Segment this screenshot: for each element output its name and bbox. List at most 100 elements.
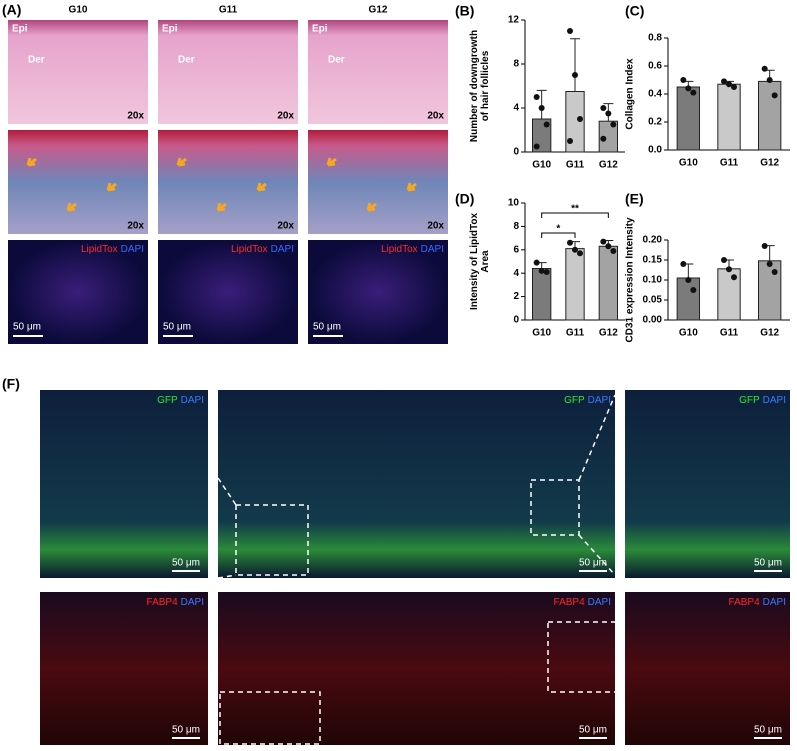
significance-label: *: [556, 224, 560, 235]
y-tick-label: 8: [513, 221, 519, 232]
magnification: 20x: [277, 111, 294, 122]
data-point: [726, 266, 732, 273]
error-bar: [536, 89, 547, 119]
stain-name: LipidTox: [231, 244, 268, 255]
data-point: [577, 116, 583, 122]
dapi-name: DAPI: [181, 395, 204, 406]
y-tick-label: 0.0: [648, 145, 662, 156]
bar: [717, 83, 741, 151]
gfp-image: [218, 390, 615, 578]
masson-image: [158, 130, 298, 234]
y-tick-label: 12: [508, 15, 520, 26]
y-tick-label: 0.05: [643, 295, 663, 306]
data-point: [761, 65, 768, 72]
y-tick-label: 8: [513, 59, 519, 70]
epi-label: Epi: [12, 24, 28, 35]
data-point: [572, 246, 578, 253]
stain-label: GFP DAPI: [739, 395, 786, 406]
data-point: [726, 81, 732, 88]
significance-label: **: [571, 204, 579, 215]
he-image: [158, 20, 298, 124]
data-point: [600, 238, 607, 245]
x-tick-label: G12: [760, 158, 779, 169]
lipidtox-image: [158, 240, 298, 344]
data-point: [605, 243, 612, 250]
column-header: G10: [69, 5, 88, 16]
stain-name: LipidTox: [81, 244, 118, 255]
data-point: [572, 72, 578, 78]
dapi-name: DAPI: [271, 244, 294, 255]
stain-label: GFP DAPI: [564, 395, 611, 406]
data-point: [766, 261, 773, 267]
arrow: [366, 202, 377, 212]
scale-bar-label: 50 μm: [579, 558, 607, 569]
fabp4-image: [625, 592, 790, 745]
magnification: 20x: [427, 221, 444, 232]
data-point: [538, 105, 545, 111]
y-tick-label: 0.4: [648, 89, 662, 100]
stain-name: FABP4: [729, 597, 761, 608]
y-axis-label: CD31 expression Intensity: [625, 217, 636, 342]
magnification: 20x: [427, 111, 444, 122]
magnification: 20x: [277, 221, 294, 232]
stain-name: LipidTox: [381, 244, 418, 255]
arrow: [26, 157, 37, 167]
y-tick-label: 0.10: [643, 275, 663, 286]
y-axis-label: Intensity of LipidTox: [469, 213, 480, 310]
stain-label: FABP4 DAPI: [147, 597, 204, 608]
y-tick-label: 0.20: [643, 235, 663, 246]
data-point: [610, 247, 617, 254]
zoom-box: [235, 504, 309, 576]
y-tick-label: 0.8: [648, 33, 662, 44]
gfp-image: [40, 390, 208, 578]
panel-label: (B): [455, 3, 474, 19]
panel-label: (C): [625, 3, 644, 19]
panel-label: (E): [625, 191, 644, 207]
x-tick-label: G12: [599, 160, 618, 171]
fabp4-image: [218, 592, 615, 745]
data-point: [721, 257, 727, 263]
der-label: Der: [28, 55, 45, 66]
x-tick-label: G10: [679, 328, 698, 339]
gfp-image: [625, 390, 790, 578]
y-axis-label: Collagen Index: [625, 58, 636, 130]
data-point: [567, 138, 573, 144]
x-tick-label: G10: [679, 158, 698, 169]
data-point: [690, 287, 697, 293]
y-tick-label: 0: [513, 147, 519, 158]
der-label: Der: [178, 55, 195, 66]
scale-bar-label: 50 μm: [163, 322, 191, 333]
scale-bar-label: 50 μm: [313, 322, 341, 333]
stain-name: FABP4: [554, 597, 586, 608]
column-header: G12: [369, 5, 388, 16]
data-point: [543, 121, 550, 128]
data-point: [577, 250, 583, 257]
stain-label: FABP4 DAPI: [729, 597, 786, 608]
arrow: [406, 182, 417, 192]
bar: [598, 245, 619, 321]
scale-bar-label: 50 μm: [172, 558, 200, 569]
stain-name: GFP: [157, 395, 178, 406]
significance-bracket: [541, 232, 576, 238]
magnification: 20x: [127, 111, 144, 122]
y-tick-label: 0: [513, 315, 519, 326]
panel-label: (F): [2, 376, 20, 392]
masson-image: [8, 130, 148, 234]
stain-label: GFP DAPI: [157, 395, 204, 406]
panel-label: (A): [2, 2, 21, 18]
stain-label: LipidTox DAPI: [231, 244, 294, 255]
data-point: [543, 269, 550, 276]
masson-image: [308, 130, 448, 234]
data-point: [721, 78, 727, 85]
stain-name: FABP4: [147, 597, 179, 608]
x-tick-label: G10: [532, 328, 551, 339]
data-point: [685, 85, 692, 92]
dapi-name: DAPI: [421, 244, 444, 255]
scale-bar-label: 50 μm: [754, 558, 782, 569]
bar: [676, 86, 701, 151]
arrow: [66, 202, 77, 212]
data-point: [567, 239, 573, 246]
he-image: [8, 20, 148, 124]
lipidtox-image: [8, 240, 148, 344]
